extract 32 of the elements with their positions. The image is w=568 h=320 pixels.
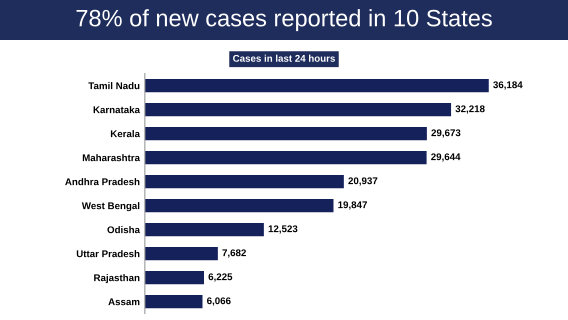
data-label: 19,847 [338,201,367,210]
y-tick-label: Tamil Nadu [88,82,140,90]
bar [144,223,264,236]
data-label: 29,673 [431,129,460,138]
data-label: 32,218 [455,105,485,114]
bar [144,295,202,308]
y-tick-label: Rajasthan [94,274,140,284]
bar [144,103,452,116]
data-label: 6,225 [208,273,232,282]
data-label: 6,066 [207,297,231,306]
y-tick-label: Maharashtra [82,154,140,162]
y-tick-label: West Bengal [82,202,140,212]
data-label: 7,682 [222,249,246,258]
y-tick-label: Karnataka [94,106,140,114]
data-label: 12,523 [268,225,298,234]
chart-subtitle: Cases in last 24 hours [233,54,335,62]
bar [144,79,489,92]
y-tick-label: Andhra Pradesh [65,178,140,186]
data-label: 20,937 [348,177,378,186]
chart-title: 78% of new cases reported in 10 States [76,9,492,32]
y-tick-label: Assam [108,298,140,306]
y-tick-label: Odisha [107,226,140,234]
bar [144,175,344,188]
bar [144,271,204,284]
bar [144,247,218,260]
y-tick-label: Uttar Pradesh [76,250,140,258]
bar [144,151,427,164]
data-label: 36,184 [493,81,523,90]
data-label: 29,644 [431,153,460,162]
bar [144,199,334,212]
y-tick-label: Kerala [110,130,140,138]
bar [144,127,427,140]
